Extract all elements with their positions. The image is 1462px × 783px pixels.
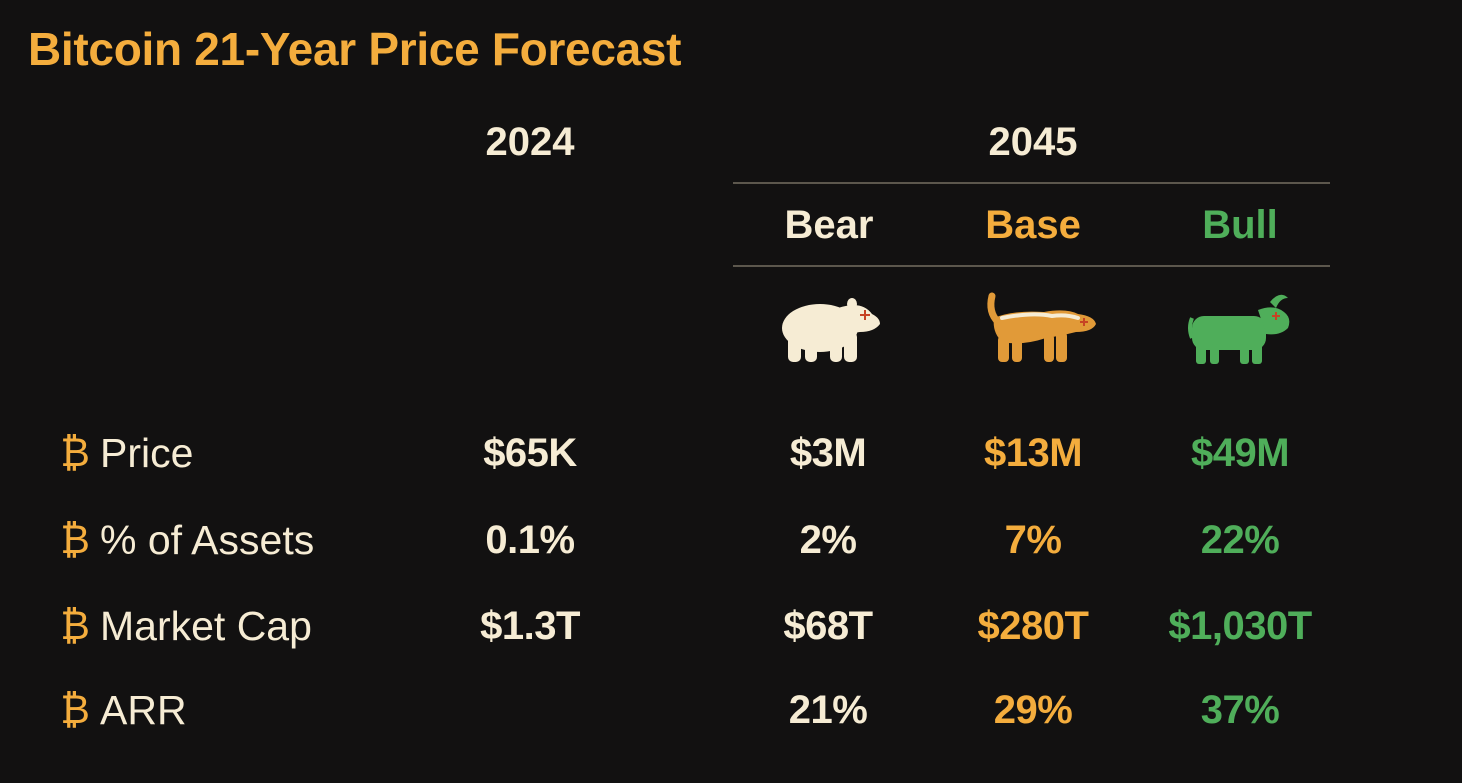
bear-icon	[782, 298, 880, 362]
price-2024: $65K	[483, 431, 577, 475]
market-cap-bull: $1,030T	[1168, 604, 1312, 648]
arr-bull: 37%	[1200, 688, 1280, 732]
market-cap-bear: $68T	[783, 604, 873, 648]
row-label-arr: ₿ ARR	[60, 684, 187, 736]
row-label-market-cap: ₿ Market Cap	[60, 600, 312, 652]
arr-2024	[410, 684, 650, 736]
row-label-price: ₿ Price	[60, 427, 193, 479]
price-bear: $3M	[789, 431, 867, 475]
bitcoin-icon: ₿	[60, 603, 90, 648]
row-label-text: Price	[100, 429, 194, 476]
scenario-header-bear: Bear	[784, 203, 874, 247]
arr-base: 29%	[993, 688, 1073, 732]
bitcoin-icon: ₿	[60, 687, 90, 732]
bitcoin-icon: ₿	[60, 517, 90, 562]
bull-icon	[1188, 294, 1290, 364]
row-label-text: % of Assets	[100, 516, 315, 563]
market-cap-base: $280T	[977, 604, 1089, 648]
price-bull: $49M	[1190, 431, 1290, 475]
year-future-header: 2045	[988, 120, 1078, 164]
header-divider-top	[733, 182, 1330, 184]
row-label-text: ARR	[100, 686, 187, 733]
honey-badger-icon	[987, 292, 1096, 362]
row-label-percent-assets: ₿ % of Assets	[60, 514, 314, 566]
header-divider-bottom	[733, 265, 1330, 267]
year-current-header: 2024	[485, 120, 575, 164]
page-title: Bitcoin 21-Year Price Forecast	[28, 23, 682, 75]
percent-assets-2024: 0.1%	[485, 518, 575, 562]
price-base: $13M	[983, 431, 1083, 475]
percent-assets-base: 7%	[1004, 518, 1062, 562]
row-label-text: Market Cap	[100, 602, 312, 649]
market-cap-2024: $1.3T	[480, 604, 580, 648]
percent-assets-bull: 22%	[1200, 518, 1280, 562]
scenario-header-base: Base	[985, 203, 1081, 247]
arr-bear: 21%	[788, 688, 868, 732]
bitcoin-icon: ₿	[60, 430, 90, 475]
percent-assets-bear: 2%	[799, 518, 857, 562]
scenario-header-bull: Bull	[1202, 203, 1278, 247]
